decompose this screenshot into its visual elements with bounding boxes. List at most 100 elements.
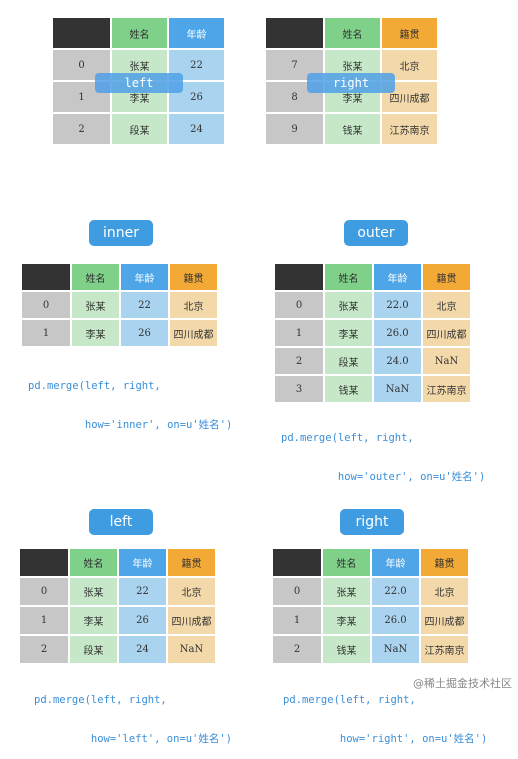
- age-cell: 26: [119, 607, 166, 634]
- place-cell: 江苏南京: [421, 636, 468, 663]
- age-cell: NaN: [374, 376, 421, 402]
- header-place: 籍贯: [382, 18, 437, 48]
- place-cell: 北京: [423, 292, 470, 318]
- name-cell: 李某: [325, 320, 372, 346]
- index-cell: 2: [53, 114, 110, 144]
- name-cell: 张某: [72, 292, 119, 318]
- name-cell: 李某: [70, 607, 117, 634]
- place-cell: 江苏南京: [423, 376, 470, 402]
- age-cell: 22.0: [372, 578, 419, 605]
- index-cell: 0: [275, 292, 323, 318]
- place-cell: 江苏南京: [382, 114, 437, 144]
- place-cell: 北京: [168, 578, 215, 605]
- code-line: pd.merge(left, right,: [283, 694, 416, 706]
- header-name: 姓名: [70, 549, 117, 576]
- index-cell: 2: [20, 636, 68, 663]
- header-age: 年龄: [121, 264, 168, 290]
- name-cell: 段某: [112, 114, 167, 144]
- header-name: 姓名: [72, 264, 119, 290]
- name-cell: 张某: [323, 578, 370, 605]
- corner-cell: [22, 264, 70, 290]
- place-cell: 四川成都: [168, 607, 215, 634]
- header-place: 籍贯: [423, 264, 470, 290]
- header-age: 年龄: [169, 18, 224, 48]
- header-name: 姓名: [325, 18, 380, 48]
- header-name: 姓名: [325, 264, 372, 290]
- place-cell: 北京: [170, 292, 217, 318]
- index-cell: 1: [20, 607, 68, 634]
- index-cell: 0: [273, 578, 321, 605]
- name-cell: 段某: [325, 348, 372, 374]
- age-cell: 24.0: [374, 348, 421, 374]
- code-line: pd.merge(left, right,: [34, 694, 167, 706]
- place-cell: NaN: [168, 636, 215, 663]
- name-cell: 李某: [72, 320, 119, 346]
- corner-cell: [20, 549, 68, 576]
- inner-title: inner: [89, 220, 153, 246]
- index-cell: 2: [273, 636, 321, 663]
- header-age: 年龄: [372, 549, 419, 576]
- name-cell: 段某: [70, 636, 117, 663]
- left-table-tag: left: [95, 73, 183, 93]
- corner-cell: [273, 549, 321, 576]
- outer-title: outer: [344, 220, 408, 246]
- corner-cell: [266, 18, 323, 48]
- code-line: how='right', on=u'姓名'): [283, 733, 488, 745]
- inner-code: pd.merge(left, right, how='inner', on=u'…: [28, 354, 232, 445]
- code-line: how='left', on=u'姓名'): [34, 733, 233, 745]
- age-cell: 22.0: [374, 292, 421, 318]
- place-cell: 四川成都: [170, 320, 217, 346]
- name-cell: 张某: [325, 292, 372, 318]
- name-cell: 钱某: [325, 376, 372, 402]
- inner-result-table: 姓名 年龄 籍贯 0 张某 22 北京 1 李某 26 四川成都: [20, 262, 219, 348]
- age-cell: 26.0: [374, 320, 421, 346]
- outer-code: pd.merge(left, right, how='outer', on=u'…: [281, 406, 485, 497]
- left-join-title: left: [89, 509, 153, 535]
- place-cell: NaN: [423, 348, 470, 374]
- age-cell: 26.0: [372, 607, 419, 634]
- age-cell: NaN: [372, 636, 419, 663]
- right-table-tag: right: [307, 73, 395, 93]
- age-cell: 22: [169, 50, 224, 80]
- code-line: pd.merge(left, right,: [281, 432, 414, 444]
- age-cell: 22: [119, 578, 166, 605]
- index-cell: 9: [266, 114, 323, 144]
- right-table: 姓名 籍贯 7 张某 北京 8 李某 四川成都 9 钱某 江苏南京: [264, 16, 439, 146]
- corner-cell: [53, 18, 110, 48]
- right-join-title: right: [340, 509, 404, 535]
- outer-result-table: 姓名 年龄 籍贯 0 张某 22.0 北京 1 李某 26.0 四川成都 2 段…: [273, 262, 472, 404]
- age-cell: 22: [121, 292, 168, 318]
- left-join-result-table: 姓名 年龄 籍贯 0 张某 22 北京 1 李某 26 四川成都 2 段某 24…: [18, 547, 217, 665]
- header-name: 姓名: [112, 18, 167, 48]
- place-cell: 四川成都: [421, 607, 468, 634]
- index-cell: 2: [275, 348, 323, 374]
- index-cell: 3: [275, 376, 323, 402]
- header-place: 籍贯: [168, 549, 215, 576]
- index-cell: 1: [275, 320, 323, 346]
- age-cell: 24: [169, 114, 224, 144]
- header-place: 籍贯: [421, 549, 468, 576]
- code-line: how='outer', on=u'姓名'): [281, 471, 486, 483]
- name-cell: 李某: [323, 607, 370, 634]
- header-age: 年龄: [374, 264, 421, 290]
- index-cell: 1: [22, 320, 70, 346]
- name-cell: 钱某: [325, 114, 380, 144]
- name-cell: 张某: [70, 578, 117, 605]
- code-line: pd.merge(left, right,: [28, 380, 161, 392]
- age-cell: 24: [119, 636, 166, 663]
- index-cell: 1: [273, 607, 321, 634]
- place-cell: 四川成都: [423, 320, 470, 346]
- name-cell: 钱某: [323, 636, 370, 663]
- place-cell: 北京: [421, 578, 468, 605]
- right-join-result-table: 姓名 年龄 籍贯 0 张某 22.0 北京 1 李某 26.0 四川成都 2 钱…: [271, 547, 470, 665]
- age-cell: 26: [121, 320, 168, 346]
- header-age: 年龄: [119, 549, 166, 576]
- left-join-code: pd.merge(left, right, how='left', on=u'姓…: [34, 668, 232, 759]
- header-place: 籍贯: [170, 264, 217, 290]
- index-cell: 0: [20, 578, 68, 605]
- code-line: how='inner', on=u'姓名'): [28, 419, 233, 431]
- watermark: @稀土掘金技术社区: [413, 677, 512, 690]
- corner-cell: [275, 264, 323, 290]
- index-cell: 0: [22, 292, 70, 318]
- header-name: 姓名: [323, 549, 370, 576]
